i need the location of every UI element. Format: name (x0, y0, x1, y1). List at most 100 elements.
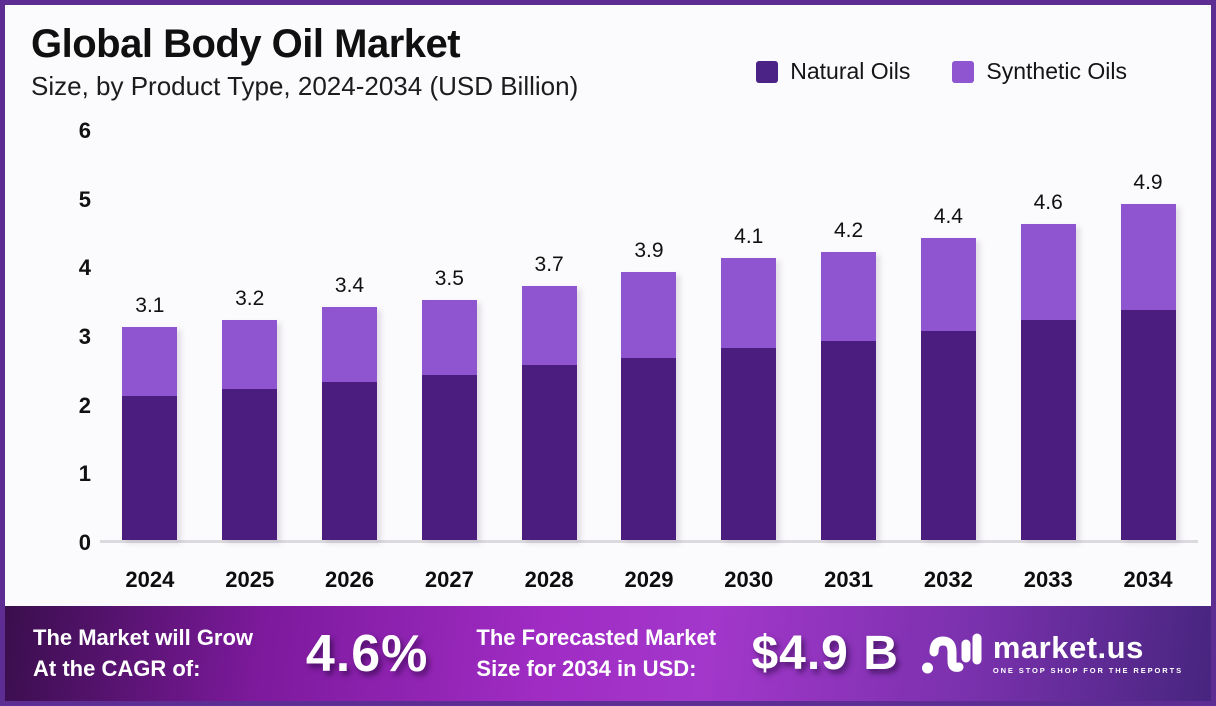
y-tick-label-1: 1 (78, 461, 91, 487)
x-tick-label-2031: 2031 (824, 567, 874, 592)
bar-stack-2026 (322, 306, 378, 540)
bar-column-2026: 3.4 (300, 131, 400, 540)
bar-segment-synthetic-oils-2028 (521, 285, 577, 365)
chart-legend: Natural Oils Synthetic Oils (756, 58, 1127, 85)
bar-segment-synthetic-oils-2034 (1120, 203, 1176, 310)
bar-stack-2028 (521, 285, 577, 540)
bar-segment-natural-oils-2034 (1120, 309, 1176, 540)
bar-segment-natural-oils-2025 (222, 388, 278, 540)
bar-stack-2034 (1120, 203, 1176, 540)
bar-segment-natural-oils-2032 (920, 330, 976, 540)
bar-total-label-2028: 3.7 (534, 252, 564, 276)
brand-tagline: ONE STOP SHOP FOR THE REPORTS (992, 666, 1183, 675)
bar-segment-natural-oils-2031 (821, 340, 877, 540)
cagr-label-line1: The Market will Grow (33, 624, 254, 650)
x-tick-label-2033: 2033 (1023, 567, 1073, 592)
y-tick-label-4: 4 (78, 255, 91, 281)
bar-total-label-2033: 4.6 (1033, 191, 1063, 215)
bar-segment-synthetic-oils-2024 (122, 327, 178, 396)
y-tick-label-2: 2 (78, 392, 91, 418)
y-tick-label-0: 0 (78, 530, 91, 555)
x-tick-label-2030: 2030 (724, 567, 774, 592)
bar-segment-synthetic-oils-2026 (322, 306, 378, 383)
bar-segment-natural-oils-2028 (521, 364, 577, 540)
footer-banner: The Market will Grow At the CAGR of: 4.6… (5, 606, 1211, 701)
market-us-logo-icon (921, 633, 982, 673)
y-tick-label-3: 3 (78, 324, 91, 349)
bar-total-label-2026: 3.4 (334, 273, 365, 297)
bar-segment-synthetic-oils-2025 (222, 320, 278, 389)
legend-item-natural-oils: Natural Oils (756, 58, 910, 85)
bar-column-2032: 4.4 (899, 131, 999, 540)
bar-column-2034: 4.9 (1098, 131, 1198, 540)
forecast-label: The Forecasted Market Size for 2034 in U… (476, 623, 735, 685)
bar-total-label-2031: 4.2 (833, 218, 864, 242)
x-tick-label-2034: 2034 (1123, 567, 1173, 592)
bar-stack-2024 (122, 327, 178, 540)
bar-column-2033: 4.6 (998, 131, 1098, 540)
x-tick-label-2024: 2024 (125, 567, 175, 592)
bar-segment-synthetic-oils-2029 (621, 272, 677, 359)
y-tick-label-5: 5 (78, 186, 91, 212)
bar-total-label-2027: 3.5 (434, 266, 464, 290)
bar-column-2028: 3.7 (499, 131, 599, 540)
bar-total-label-2029: 3.9 (634, 239, 664, 263)
bar-total-label-2032: 4.4 (933, 204, 963, 228)
bar-stack-2030 (721, 258, 777, 540)
bar-column-2024: 3.1 (100, 131, 200, 540)
brand-name: market.us (992, 630, 1144, 665)
bar-total-label-2030: 4.1 (734, 225, 764, 249)
bar-segment-natural-oils-2029 (621, 358, 677, 540)
x-tick-label-2025: 2025 (225, 567, 275, 592)
bar-stack-2032 (920, 237, 976, 540)
page-subtitle: Size, by Product Type, 2024-2034 (USD Bi… (31, 71, 579, 101)
cagr-label: The Market will Grow At the CAGR of: (33, 623, 268, 685)
y-axis: 0 1 2 3 4 5 6 (45, 118, 91, 555)
x-axis: 2024 2025 2026 2027 2028 2029 2030 2031 2032 2033… (100, 567, 1198, 593)
bar-column-2027: 3.5 (399, 131, 499, 540)
bar-segment-synthetic-oils-2031 (821, 251, 877, 341)
legend-label: Natural Oils (790, 58, 911, 84)
legend-swatch-natural-icon (756, 60, 779, 83)
bar-stack-2033 (1020, 224, 1076, 540)
bar-column-2031: 4.2 (799, 131, 899, 540)
bar-stack-2027 (421, 299, 477, 540)
bar-segment-natural-oils-2026 (322, 382, 378, 540)
bar-segment-synthetic-oils-2032 (920, 237, 976, 331)
header: Global Body Oil Market Size, by Product … (31, 21, 578, 102)
forecast-label-line1: The Forecasted Market (476, 624, 717, 650)
bar-stack-2029 (621, 272, 677, 540)
market-us-brand: market.us ONE STOP SHOP FOR THE REPORTS (921, 630, 1183, 678)
bar-total-label-2024: 3.1 (135, 294, 165, 318)
x-tick-label-2028: 2028 (524, 567, 574, 592)
bar-segment-synthetic-oils-2033 (1020, 224, 1076, 321)
legend-label: Synthetic Oils (986, 58, 1127, 84)
bar-segment-synthetic-oils-2027 (421, 299, 477, 376)
bar-column-2025: 3.2 (200, 131, 300, 540)
cagr-label-line2: At the CAGR of: (33, 655, 201, 681)
bar-segment-natural-oils-2033 (1020, 320, 1076, 540)
y-tick-label-6: 6 (78, 118, 91, 143)
bar-column-2029: 3.9 (599, 131, 699, 540)
bar-stack-2025 (222, 320, 278, 540)
cagr-value: 4.6% (305, 624, 429, 683)
forecast-label-line2: Size for 2034 in USD: (476, 655, 697, 681)
bar-segment-natural-oils-2027 (421, 375, 477, 540)
x-tick-label-2026: 2026 (325, 567, 374, 592)
brand-text: market.us ONE STOP SHOP FOR THE REPORTS (993, 632, 1183, 675)
forecast-value: $4.9 B (751, 627, 899, 680)
x-tick-label-2032: 2032 (923, 567, 973, 592)
plot-area: 3.1 3.2 3.4 3.5 3.7 3.9 4.1 4.2 4.4 4.6 4.9 (100, 131, 1198, 543)
legend-swatch-synthetic-icon (952, 60, 975, 83)
bar-total-label-2025: 3.2 (235, 287, 265, 311)
bar-column-2030: 4.1 (699, 131, 799, 540)
bar-segment-natural-oils-2024 (122, 395, 178, 540)
legend-item-synthetic-oils: Synthetic Oils (952, 58, 1127, 85)
bar-stack-2031 (821, 251, 877, 540)
bar-segment-natural-oils-2030 (721, 347, 777, 540)
bar-total-label-2034: 4.9 (1133, 170, 1163, 194)
bar-segment-synthetic-oils-2030 (721, 258, 777, 348)
x-tick-label-2027: 2027 (424, 567, 474, 592)
x-tick-label-2029: 2029 (624, 567, 674, 592)
